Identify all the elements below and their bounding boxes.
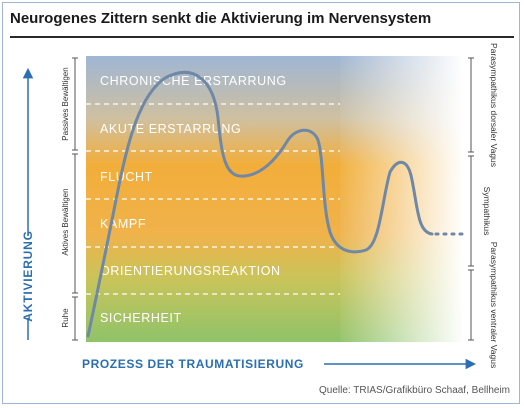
x-axis: PROZESS DER TRAUMATISIERUNG <box>82 357 477 371</box>
source-note: Quelle: TRIAS/Grafikbüro Schaaf, Bellhei… <box>318 385 510 396</box>
level-flucht: FLUCHT <box>100 170 153 184</box>
label-ruhe: Ruhe <box>61 308 70 328</box>
title-rule <box>10 36 514 38</box>
level-labels: CHRONISCHE ERSTARRUNG AKUTE ERSTARRUNG F… <box>100 74 287 325</box>
left-bracket-ruhe <box>72 296 78 341</box>
level-chronische-erstarrung: CHRONISCHE ERSTARRUNG <box>100 74 287 88</box>
label-dorsaler-vagus: Parasympathikus dorsaler Vagus <box>489 43 499 167</box>
label-aktives-bewaeltigen: Aktives Bewältigen <box>61 188 70 255</box>
activation-curve <box>86 71 434 338</box>
right-brackets <box>468 57 474 341</box>
right-bracket-ventral <box>468 269 474 341</box>
y-axis: AKTIVIERUNG <box>17 67 39 340</box>
left-brackets <box>72 57 78 341</box>
label-dorsaler-vagus-line: Parasympathikus dorsaler Vagus <box>489 43 499 167</box>
label-passives-bewaeltigen: Passives Bewältigen <box>61 67 70 140</box>
label-ventraler-vagus: Parasympathikus ventraler Vagus <box>489 242 499 368</box>
figure-title: Neurogenes Zittern senkt die Aktivierung… <box>10 10 432 27</box>
x-axis-label: PROZESS DER TRAUMATISIERUNG <box>82 357 304 371</box>
left-bracket-passiv <box>72 57 78 151</box>
band-fade-overlay <box>340 56 464 342</box>
y-axis-label: AKTIVIERUNG <box>21 230 35 321</box>
level-orientierungsreaktion: ORIENTIERUNGSREAKTION <box>100 264 281 278</box>
level-kampf: KAMPF <box>100 217 146 231</box>
label-ventraler-vagus-line: Parasympathikus ventraler Vagus <box>489 242 499 368</box>
level-sicherheit: SICHERHEIT <box>100 311 182 325</box>
label-sympathikus: Sympathikus <box>482 187 492 236</box>
left-bracket-labels: Passives Bewältigen Aktives Bewältigen R… <box>61 67 70 327</box>
y-axis-label-bg <box>17 236 39 318</box>
level-separators <box>86 103 340 295</box>
right-bracket-labels: Parasympathikus dorsaler Vagus Sympathik… <box>482 43 499 368</box>
left-bracket-aktiv <box>72 153 78 294</box>
right-bracket-sympathikus <box>468 155 474 267</box>
right-bracket-dorsal <box>468 57 474 153</box>
